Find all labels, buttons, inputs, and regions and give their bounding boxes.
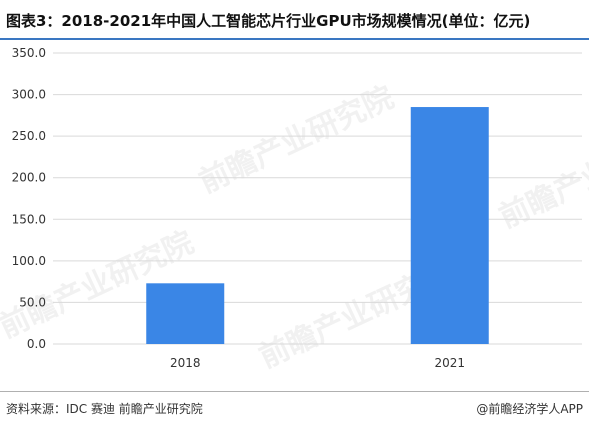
y-tick-label: 150.0 <box>12 212 46 226</box>
y-tick-label: 250.0 <box>12 129 46 143</box>
brand-credit: @前瞻经济学人APP <box>476 402 583 416</box>
y-tick-label: 300.0 <box>12 88 46 102</box>
grid-lines <box>53 52 582 345</box>
y-tick-label: 50.0 <box>19 295 46 309</box>
bar-2021 <box>410 107 489 345</box>
y-axis-ticks: 0.0 50.0 100.0 150.0 200.0 250.0 300.0 350.0 <box>12 46 46 351</box>
bar-chart: 0.0 50.0 100.0 150.0 200.0 250.0 300.0 350.0 20… <box>12 46 582 370</box>
x-tick-label: 2018 <box>170 356 201 370</box>
footer-divider <box>0 391 589 392</box>
x-tick-label: 2021 <box>434 356 465 370</box>
y-tick-label: 350.0 <box>12 46 46 60</box>
chart-title: 图表3：2018-2021年中国人工智能芯片行业GPU市场规模情况(单位：亿元) <box>6 12 531 30</box>
source-note: 资料来源：IDC 赛迪 前瞻产业研究院 <box>6 402 203 416</box>
y-tick-label: 0.0 <box>27 337 46 351</box>
bar-2018 <box>146 283 225 344</box>
y-tick-label: 200.0 <box>12 171 46 185</box>
x-axis-ticks: 2018 2021 <box>170 356 465 370</box>
title-divider <box>0 38 589 40</box>
bars <box>146 107 489 345</box>
y-tick-label: 100.0 <box>12 254 46 268</box>
